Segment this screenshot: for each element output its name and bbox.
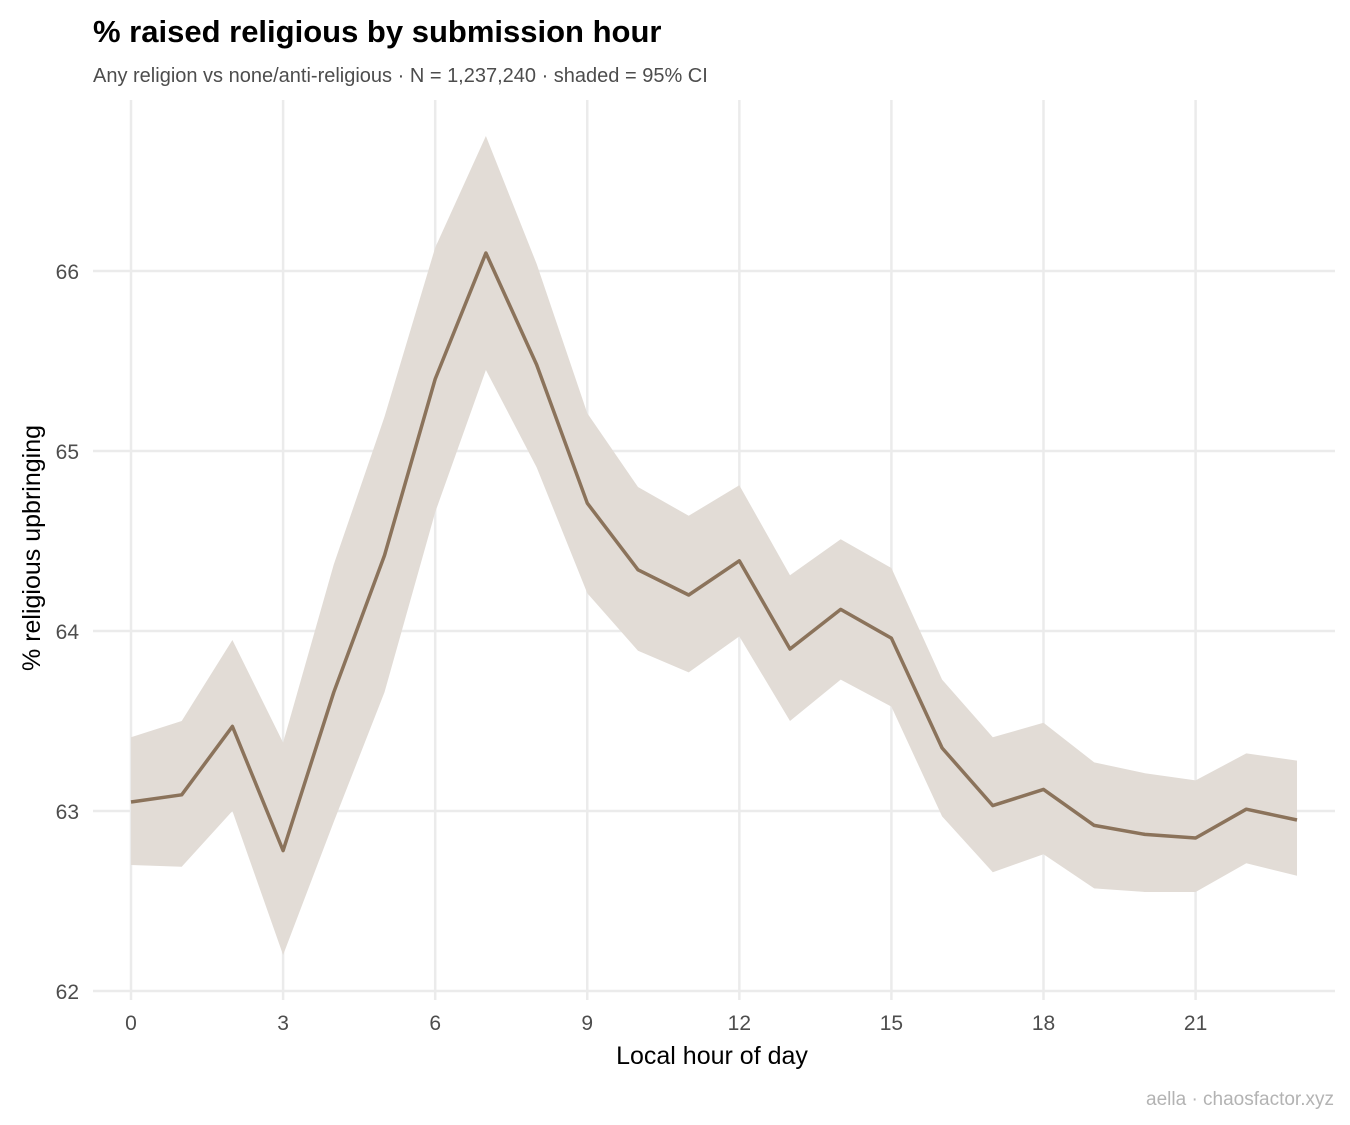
chart-subtitle: Any religion vs none/anti-religious · N …	[93, 65, 708, 87]
x-tick-label: 9	[581, 1012, 593, 1035]
x-axis-title: Local hour of day	[616, 1042, 808, 1070]
y-tick-label: 63	[56, 801, 79, 824]
y-axis-title: % religious upbringing	[18, 425, 46, 671]
y-tick-label: 64	[56, 621, 80, 644]
x-tick-label: 0	[125, 1012, 137, 1035]
x-tick-label: 3	[277, 1012, 289, 1035]
confidence-interval-band	[131, 136, 1297, 955]
x-tick-label: 21	[1184, 1012, 1207, 1035]
y-tick-label: 62	[56, 981, 79, 1004]
x-tick-label: 6	[429, 1012, 441, 1035]
y-axis-tick-labels: 62 63 64 65 66	[56, 261, 80, 1004]
x-tick-label: 18	[1032, 1012, 1055, 1035]
y-tick-label: 65	[56, 441, 79, 464]
x-axis-tick-labels: 0 3 6 9 12 15 18 21	[125, 1012, 1207, 1035]
y-tick-label: 66	[56, 261, 79, 284]
series-line	[130, 251, 1298, 853]
chart-title: % raised religious by submission hour	[93, 14, 661, 49]
x-tick-label: 12	[728, 1012, 751, 1035]
x-tick-label: 15	[880, 1012, 903, 1035]
chart-caption: aella · chaosfactor.xyz	[1146, 1089, 1334, 1110]
